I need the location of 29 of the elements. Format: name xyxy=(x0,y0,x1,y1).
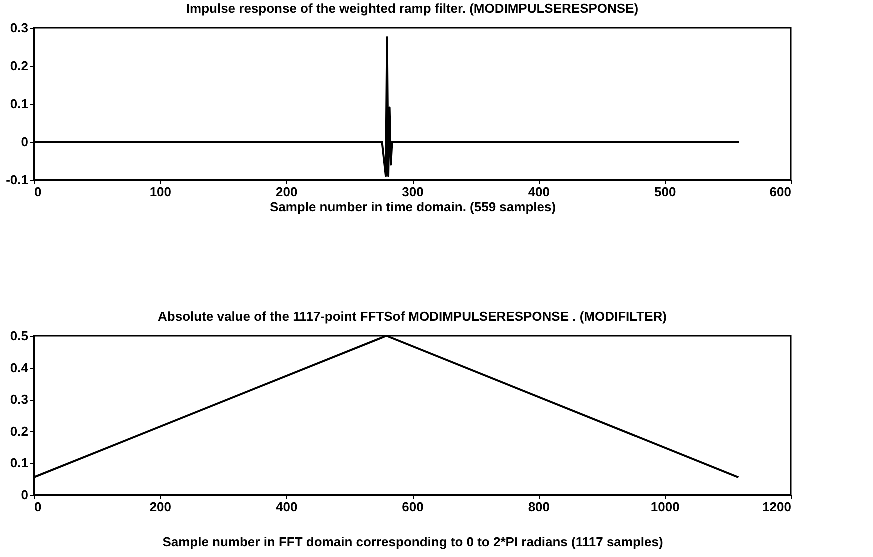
x-tick-label: 400 xyxy=(276,500,298,514)
y-tick-label: 0.3 xyxy=(10,392,28,408)
y-tick-label: 0.2 xyxy=(10,58,28,74)
x-tick-label: 0 xyxy=(34,500,42,514)
y-tick-label: 0.5 xyxy=(10,328,28,344)
x-tick-label: 200 xyxy=(150,500,172,514)
x-axis-title: Sample number in time domain. (559 samples) xyxy=(270,200,556,214)
y-tick-label: 0 xyxy=(21,134,28,150)
x-tick-label: 0 xyxy=(34,184,42,200)
x-tick-label: 500 xyxy=(654,184,676,200)
chart-title: Impulse response of the weighted ramp filter. (MODIMPULSERESPONSE) xyxy=(186,1,639,16)
y-tick-label: -0.1 xyxy=(6,172,28,188)
y-tick-label: 0.1 xyxy=(10,96,28,112)
x-tick-label: 300 xyxy=(402,184,424,200)
x-tick-label: 600 xyxy=(402,500,424,514)
x-tick-label: 800 xyxy=(528,500,550,514)
x-tick-label: 1200 xyxy=(762,500,792,514)
x-tick-label: 100 xyxy=(150,184,172,200)
x-tick-label: 200 xyxy=(276,184,298,200)
chart-title: Absolute value of the 1117-point FFTSof MODIMPULSERESPONSE . (MODIFILTER) xyxy=(158,309,667,324)
y-tick-label: 0.1 xyxy=(10,456,28,471)
y-tick-label: 0 xyxy=(21,488,28,502)
y-tick-label: 0.2 xyxy=(10,424,28,439)
x-axis-title: Sample number in FFT domain corresponding to 0 to 2*PI radians (1117 samples) xyxy=(162,534,664,550)
x-tick-label: 400 xyxy=(528,184,550,200)
y-tick-label: 0.3 xyxy=(10,20,28,36)
x-tick-label: 600 xyxy=(770,184,792,200)
x-tick-label: 1000 xyxy=(650,500,680,514)
y-tick-label: 0.4 xyxy=(10,360,30,376)
